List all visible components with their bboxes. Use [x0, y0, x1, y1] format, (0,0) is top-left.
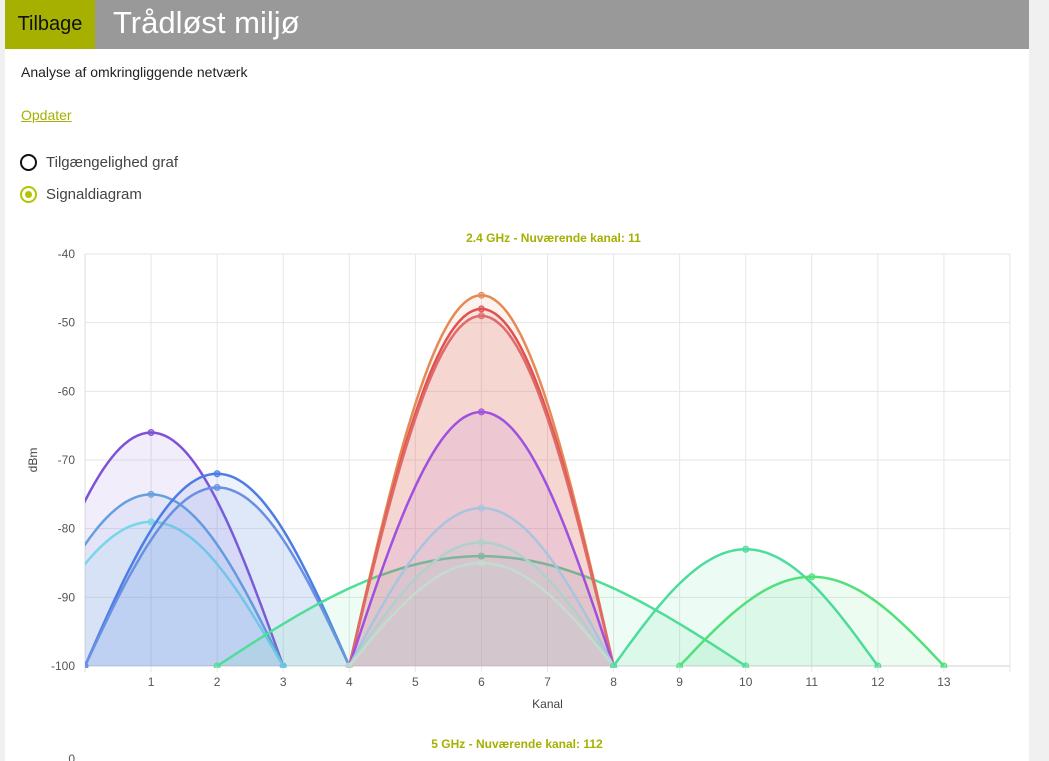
- series-area: [85, 487, 350, 666]
- section-subtitle: Analyse af omkringliggende netværk: [21, 64, 248, 80]
- x-tick-label: 7: [544, 675, 551, 689]
- series-point: [676, 662, 684, 668]
- back-button[interactable]: Tilbage: [5, 0, 95, 49]
- x-tick-label: 13: [937, 675, 951, 689]
- x-tick-label: 11: [806, 675, 819, 689]
- series-area: [217, 556, 746, 666]
- series-point: [808, 573, 816, 581]
- chart-title: 2.4 GHz - Nuværende kanal: 11: [466, 231, 641, 245]
- refresh-link[interactable]: Opdater: [21, 107, 72, 123]
- y-tick-label: -50: [58, 316, 76, 330]
- series-area: [349, 563, 614, 666]
- radio-availability-label: Tilgængelighed graf: [46, 153, 179, 171]
- series-area: [85, 473, 350, 666]
- series-area: [349, 508, 614, 666]
- x-tick-label: 12: [871, 675, 885, 689]
- series-point: [16, 663, 22, 669]
- y-tick-label: -100: [51, 659, 75, 673]
- x-tick-label: 8: [610, 675, 617, 689]
- y-axis-label: dBm: [26, 448, 40, 473]
- series-area: [85, 432, 284, 666]
- series-point: [477, 291, 485, 299]
- x-axis-label: Kanal: [532, 697, 563, 711]
- series-point: [147, 518, 155, 526]
- series-point: [477, 305, 485, 313]
- series-point: [213, 662, 221, 668]
- series-point: [874, 662, 882, 668]
- series-group: [16, 291, 948, 669]
- x-tick-label: 2: [214, 675, 221, 689]
- radio-selected-icon[interactable]: [20, 185, 37, 203]
- y-tick-label: -70: [58, 453, 76, 467]
- x-tick-label: 1: [148, 675, 155, 689]
- x-tick-label: 9: [676, 675, 683, 689]
- y-tick-label: -40: [58, 247, 76, 261]
- series-area: [679, 576, 944, 666]
- x-tick-label: 6: [478, 675, 485, 689]
- radio-availability-graph[interactable]: Tilgængelighed graf: [20, 152, 178, 172]
- y-tick-label: -90: [58, 590, 76, 604]
- series-point: [213, 483, 221, 491]
- page-title: Trådløst miljø: [113, 5, 300, 40]
- series-point: [477, 538, 485, 546]
- series-point: [742, 662, 750, 668]
- series-point: [477, 552, 485, 560]
- header-bar: Tilbage Trådløst miljø: [5, 0, 1029, 49]
- series-area: [613, 549, 878, 666]
- series-point: [610, 662, 618, 668]
- series-point: [477, 504, 485, 512]
- series-point: [279, 662, 287, 668]
- chart-title-5ghz: 5 GHz - Nuværende kanal: 112: [431, 737, 603, 751]
- series-point: [477, 408, 485, 416]
- x-tick-label: 5: [412, 675, 419, 689]
- radio-signal-label: Signaldiagram: [46, 185, 142, 203]
- series-point: [16, 663, 22, 669]
- series-point: [742, 545, 750, 553]
- series-area: [85, 494, 284, 666]
- series-area: [349, 295, 614, 666]
- chart2-y-tick: 0: [68, 752, 75, 761]
- series-point: [477, 312, 485, 320]
- y-tick-label: -80: [58, 522, 76, 536]
- x-tick-label: 3: [280, 675, 287, 689]
- y-tick-label: -60: [58, 384, 76, 398]
- series-area: [349, 308, 614, 666]
- radio-unselected-icon[interactable]: [20, 153, 37, 171]
- x-tick-label: 10: [739, 675, 753, 689]
- series-point: [147, 490, 155, 498]
- series-point: [16, 663, 22, 669]
- series-point: [345, 662, 353, 668]
- series-point: [213, 470, 221, 478]
- series-point: [477, 559, 485, 567]
- radio-signal-diagram[interactable]: Signaldiagram: [20, 184, 142, 204]
- series-area: [349, 542, 614, 666]
- signal-chart-2-4ghz: 2.4 GHz - Nuværende kanal: 11 -40 -50 -60 -7…: [16, 231, 1011, 711]
- series-point: [147, 429, 155, 437]
- series-point: [940, 662, 948, 668]
- wireless-environment-panel: Tilbage Trådløst miljø Analyse af omkrin…: [5, 0, 1029, 761]
- x-tick-label: 4: [346, 675, 353, 689]
- series-point: [85, 662, 89, 668]
